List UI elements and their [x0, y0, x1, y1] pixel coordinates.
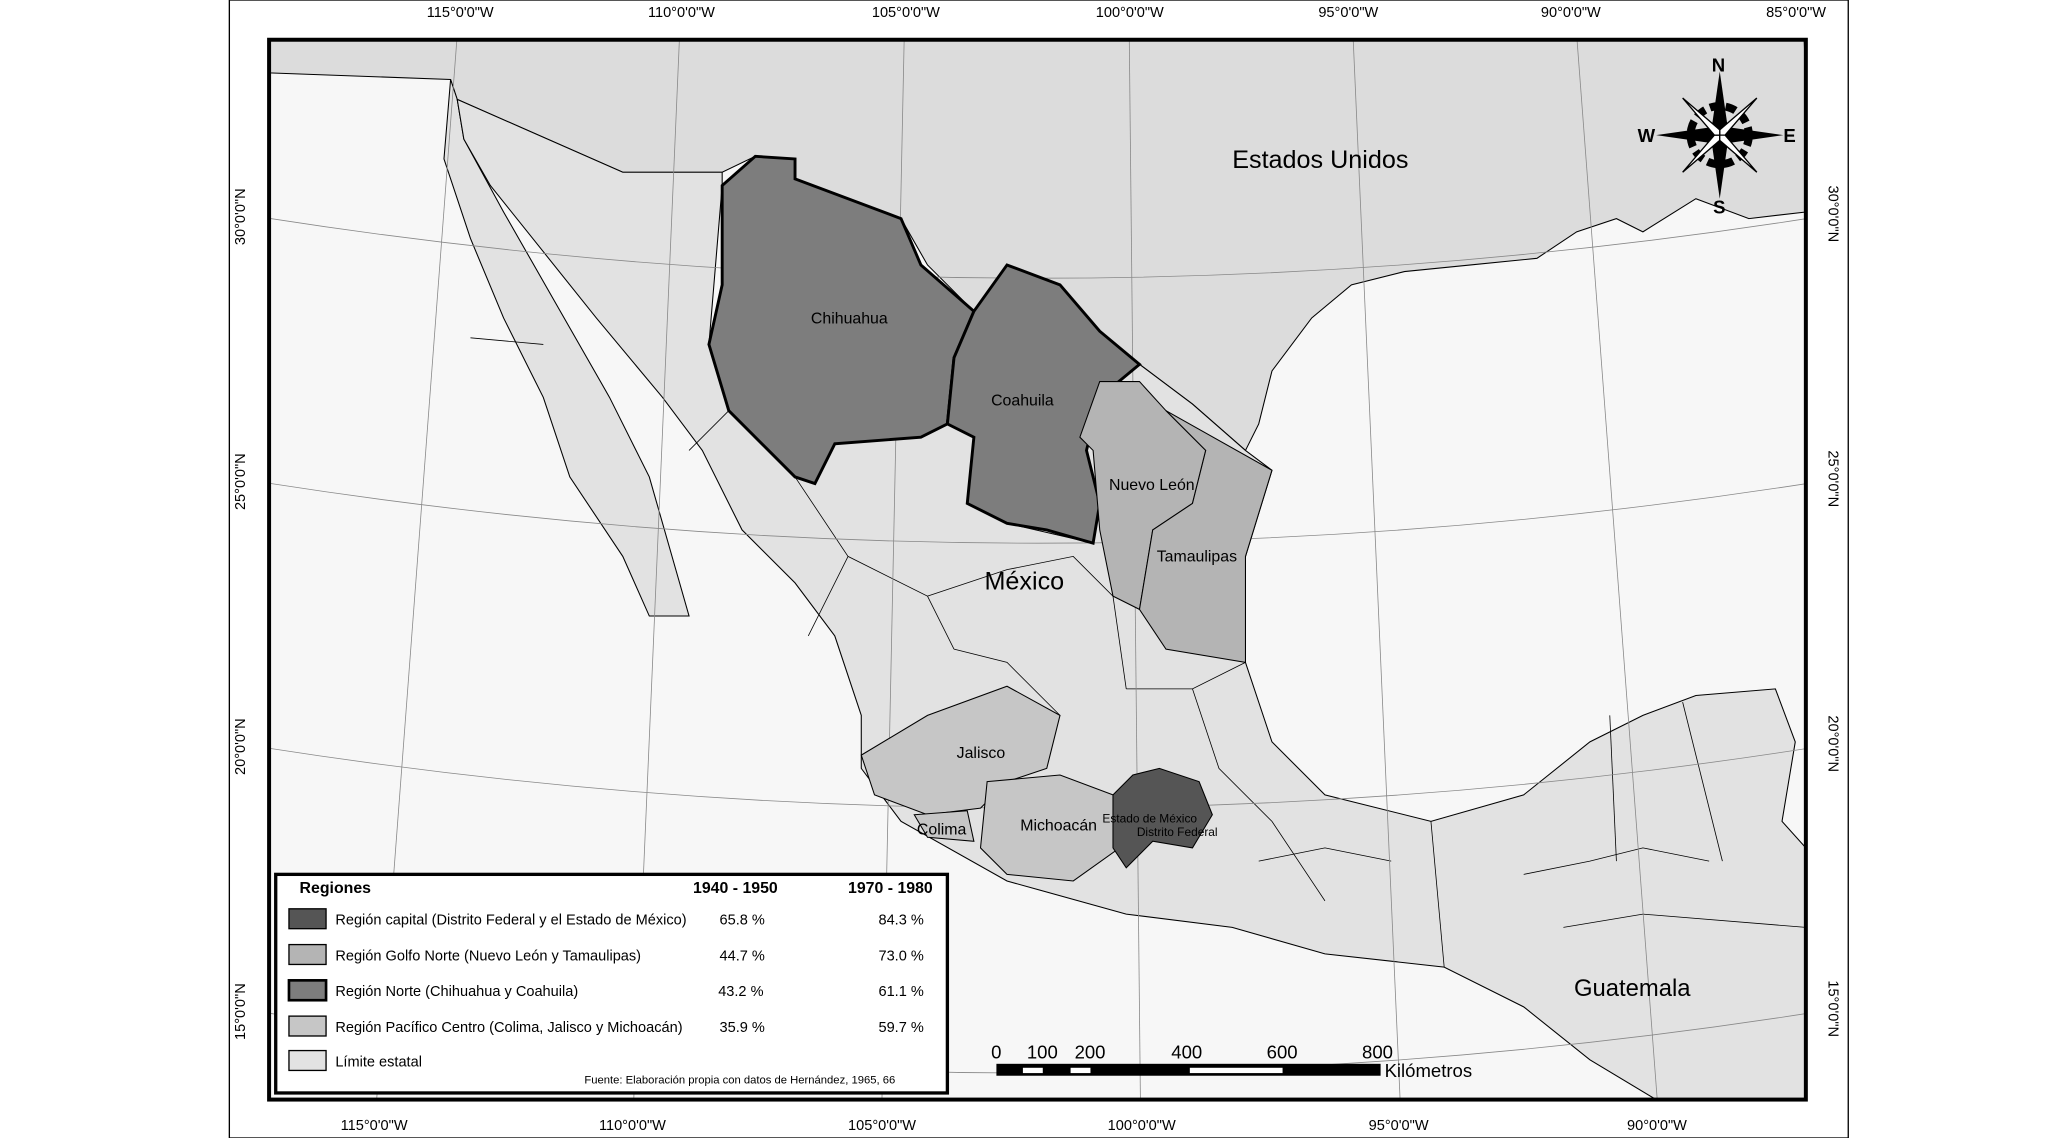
map-text: 110°0'0"W [599, 1118, 666, 1134]
capital-region [1112, 767, 1213, 869]
map-text: 95°0'0"W [1318, 5, 1378, 21]
label-guatemala: Guatemala [1574, 975, 1691, 1002]
swatch-capital [288, 908, 327, 930]
map-text: 44.7 % [720, 948, 765, 964]
map-text: 84.3 % [878, 913, 923, 929]
map-text: 85°0'0"W [1766, 5, 1826, 21]
label-mexico: México [984, 568, 1064, 596]
jalisco-state [860, 685, 1061, 816]
swatch-norte [287, 979, 328, 1002]
map-text: 15°0'0"N [233, 983, 249, 1040]
legend-row-label: Límite estatal [335, 1054, 422, 1070]
map-text: 30°0'0"N [1824, 185, 1840, 242]
map-text: 105°0'0"W [872, 5, 940, 21]
map-text: 100°0'0"W [1096, 5, 1164, 21]
lon-top-labels: 115°0'0"W 110°0'0"W 105°0'0"W 100°0'0"W 95… [427, 5, 1827, 21]
legend: Regiones 1940 - 1950 1970 - 1980 Región … [274, 872, 950, 1095]
legend-col2: 1970 - 1980 [848, 880, 933, 897]
legend-row-label: Región Golfo Norte (Nuevo León y Tamauli… [335, 948, 641, 964]
map-text: 400 [1171, 1042, 1202, 1063]
map-text: 43.2 % [718, 984, 763, 1000]
map-text: 115°0'0"W [341, 1118, 408, 1134]
map-text: 61.1 % [878, 984, 923, 1000]
compass-rose-icon: N S W E [1638, 55, 1796, 218]
label-colima: Colima [917, 822, 967, 839]
map-text: 20°0'0"N [233, 718, 249, 775]
map-text: 25°0'0"N [1824, 450, 1840, 507]
map-text: 30°0'0"N [233, 188, 249, 245]
map-text: 200 [1075, 1042, 1106, 1063]
tamaulipas-state [1138, 410, 1273, 664]
legend-row-label: Región capital (Distrito Federal y el Es… [335, 913, 686, 929]
map-text: 90°0'0"W [1627, 1118, 1687, 1134]
baja-state-line [470, 337, 544, 345]
scale-bar: 0 100 200 400 600 800 Kilómetros [991, 1042, 1472, 1082]
compass-e: E [1783, 125, 1795, 146]
map-text: 25°0'0"N [233, 453, 249, 510]
legend-row-label: Región Norte (Chihuahua y Coahuila) [335, 984, 578, 1000]
map-text: 110°0'0"W [648, 5, 715, 21]
colima-state [913, 810, 975, 842]
map-text: 73.0 % [878, 948, 923, 964]
swatch-limite [288, 1049, 327, 1072]
legend-row-label: Región Pacífico Centro (Colima, Jalisco … [335, 1020, 682, 1036]
label-usa: Estados Unidos [1232, 146, 1408, 174]
map-text: 100°0'0"W [1108, 1118, 1176, 1134]
inner-frame [267, 37, 1808, 1102]
map-text: 800 [1362, 1042, 1393, 1063]
lon-bottom-labels: 115°0'0"W 110°0'0"W 105°0'0"W 100°0'0"W 95… [341, 1118, 1688, 1134]
legend-col1: 1940 - 1950 [693, 880, 778, 897]
map-text: 115°0'0"W [427, 5, 494, 21]
label-nuevo-leon: Nuevo León [1109, 477, 1195, 494]
swatch-golfo-norte [288, 943, 327, 966]
lat-left-labels: 30°0'0"N 25°0'0"N 20°0'0"N 15°0'0"N [233, 188, 249, 1040]
compass-n: N [1712, 55, 1725, 76]
chihuahua-state [707, 154, 976, 486]
map-text: 35.9 % [720, 1020, 765, 1036]
lat-right-labels: 30°0'0"N 25°0'0"N 20°0'0"N 15°0'0"N [1824, 185, 1840, 1037]
map-text: 95°0'0"W [1369, 1118, 1429, 1134]
map-text: 90°0'0"W [1541, 5, 1601, 21]
compass-w: W [1638, 125, 1656, 146]
swatch-pacifico [288, 1015, 327, 1037]
label-estado-mexico: Estado de México [1102, 812, 1197, 826]
label-michoacan: Michoacán [1020, 818, 1097, 835]
map-text: 0 [991, 1042, 1001, 1063]
michoacan-state [979, 774, 1121, 882]
legend-title: Regiones [300, 880, 372, 897]
baja-california [443, 79, 690, 617]
label-distrito-federal: Distrito Federal [1137, 825, 1218, 839]
label-coahuila: Coahuila [991, 392, 1054, 409]
label-jalisco: Jalisco [957, 745, 1006, 762]
map-text: 100 [1027, 1042, 1058, 1063]
label-chihuahua: Chihuahua [811, 310, 888, 327]
legend-source: Fuente: Elaboración propia con datos de … [584, 1075, 895, 1087]
map-text: 65.8 % [720, 913, 765, 929]
coahuila-state [945, 263, 1142, 546]
compass-s: S [1713, 196, 1725, 217]
map-text: 105°0'0"W [848, 1118, 916, 1134]
map-text: 20°0'0"N [1824, 715, 1840, 772]
map-text: 59.7 % [878, 1020, 923, 1036]
label-tamaulipas: Tamaulipas [1157, 549, 1237, 566]
map-text: 15°0'0"N [1824, 980, 1840, 1037]
map-text: Kilómetros [1385, 1060, 1473, 1081]
map-text: 600 [1267, 1042, 1298, 1063]
